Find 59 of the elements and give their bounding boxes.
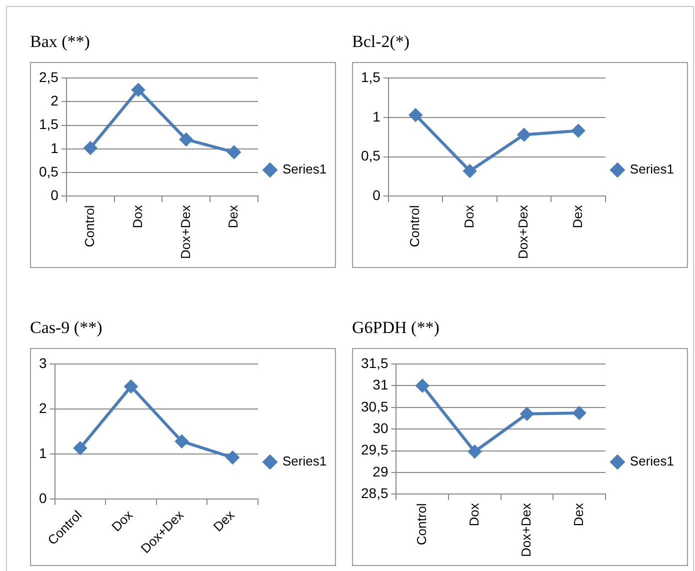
point <box>132 83 145 96</box>
legend-label: Series1 <box>282 162 327 177</box>
point <box>572 124 585 138</box>
point <box>409 108 422 122</box>
x-tick-label: Dox <box>461 204 476 228</box>
x-tick-label: Dox <box>130 204 145 228</box>
y-tick-label: 30 <box>372 420 388 436</box>
point <box>520 407 534 420</box>
point <box>175 434 188 448</box>
y-tick-label: 31,5 <box>361 354 388 371</box>
y-tick-label: 2 <box>38 400 47 416</box>
y-tick-label: 1 <box>372 108 381 124</box>
y-tick-label: 0 <box>38 490 47 506</box>
y-tick-label: 0 <box>50 187 59 204</box>
x-tick-label: Dex <box>570 502 586 526</box>
point <box>74 442 87 455</box>
y-tick-label: 29 <box>372 463 388 480</box>
x-tick-label: Dox+Dex <box>178 204 193 259</box>
x-tick-label: Control <box>414 503 429 546</box>
y-tick-label: 1,5 <box>38 116 59 132</box>
point <box>226 451 240 464</box>
legend-label: Series1 <box>630 162 674 177</box>
y-tick-label: 30,5 <box>361 398 388 414</box>
x-tick-label: Control <box>407 205 422 248</box>
chart-title: Cas-9 (**) <box>30 318 104 339</box>
x-tick-label: Control <box>82 205 97 248</box>
point <box>228 146 241 159</box>
y-tick-label: 0,5 <box>360 148 381 164</box>
x-tick-label: Dex <box>226 204 241 228</box>
point <box>84 141 97 154</box>
point <box>463 164 476 178</box>
y-tick-label: 2,5 <box>38 68 59 85</box>
y-tick-label: 1,5 <box>360 68 381 85</box>
chart-title: Bax (**) <box>30 32 91 53</box>
point <box>518 128 531 142</box>
x-tick-label: Dox <box>108 507 136 534</box>
y-tick-label: 1 <box>50 140 59 156</box>
y-tick-label: 31 <box>372 376 388 393</box>
y-tick-label: 28,5 <box>361 485 388 502</box>
y-tick-label: 1 <box>38 444 47 461</box>
point <box>468 445 482 458</box>
point <box>572 406 586 420</box>
point <box>180 132 193 146</box>
x-tick-label: Dox <box>466 502 482 526</box>
x-tick-label: Dox+Dex <box>516 204 531 259</box>
y-tick-label: 29,5 <box>361 442 388 458</box>
chart-title: Bcl-2(*) <box>352 32 411 53</box>
legend-label: Series1 <box>630 454 674 469</box>
x-tick-label: Dox+Dex <box>518 502 534 557</box>
legend-label: Series1 <box>282 454 327 469</box>
y-tick-label: 0,5 <box>38 163 59 180</box>
x-tick-label: Dex <box>210 507 238 534</box>
chart-title: G6PDH (**) <box>352 318 440 339</box>
point <box>416 379 429 392</box>
y-tick-label: 2 <box>50 92 59 108</box>
y-tick-label: 0 <box>372 187 381 204</box>
point <box>124 380 138 393</box>
x-tick-label: Dex <box>570 204 585 228</box>
y-tick-label: 3 <box>38 354 47 371</box>
